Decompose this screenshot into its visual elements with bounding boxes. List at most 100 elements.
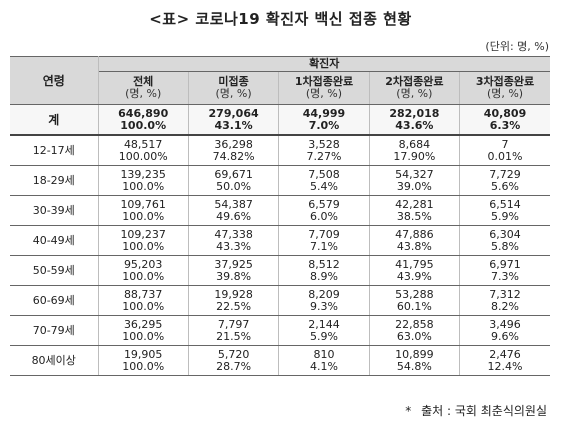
case-percent: 38.5% (396, 209, 432, 223)
case-percent: 60.1% (396, 299, 432, 313)
case-count: 109,761 (120, 197, 166, 211)
unit-note: (단위: 명, %) (485, 40, 549, 53)
case-percent: 43.9% (396, 269, 432, 283)
case-count: 54,387 (214, 197, 253, 211)
case-percent: 43.8% (396, 239, 432, 253)
age-cell: 계 (10, 104, 99, 136)
case-count: 69,671 (214, 167, 253, 181)
case-count: 139,235 (120, 167, 166, 181)
value-cell: 2,476 12.4% (459, 345, 550, 376)
case-count: 7,709 (308, 227, 340, 241)
column-header: 전체 (명, %) (98, 71, 189, 105)
case-count: 2,144 (308, 317, 340, 331)
value-cell: 7,729 5.6% (459, 165, 550, 196)
value-cell: 7,312 8.2% (459, 285, 550, 316)
table-row: 18-29세 139,235 100.0% 69,671 50.0% 7,508 5.4% 5… (10, 165, 550, 196)
case-percent: 54.8% (396, 359, 432, 373)
case-count: 810 (313, 347, 335, 361)
value-cell: 6,514 5.9% (459, 195, 550, 226)
case-count: 2,476 (489, 347, 521, 361)
case-count: 7,508 (308, 167, 340, 181)
value-cell: 19,905 100.0% (97, 345, 189, 376)
column-header: 3차접종완료 (명, %) (459, 71, 550, 105)
table-row: 30-39세 109,761 100.0% 54,387 49.6% 6,579 6.0% 4… (10, 195, 550, 226)
case-percent: 7.0% (308, 118, 340, 132)
vaccination-table: 연령 확진자 전체 (명, %) 미접종 (명, %) 1차접종완료 (명, %) 2차접종… (10, 56, 550, 376)
case-percent: 43.1% (214, 118, 253, 132)
column-header-unit: (명, %) (396, 87, 433, 100)
column-header-label: 3차접종완료 (475, 75, 535, 88)
case-percent: 21.5% (216, 329, 252, 343)
age-cell: 70-79세 (10, 315, 99, 346)
value-cell: 8,512 8.9% (278, 255, 370, 286)
column-header: 1차접종완료 (명, %) (278, 71, 370, 105)
case-percent: 5.9% (310, 329, 338, 343)
case-percent: 7.3% (491, 269, 519, 283)
age-cell: 18-29세 (10, 165, 99, 196)
case-percent: 39.8% (216, 269, 252, 283)
age-header: 연령 (10, 56, 99, 105)
case-count: 54,327 (395, 167, 434, 181)
case-percent: 5.9% (491, 209, 519, 223)
case-count: 7,312 (489, 287, 521, 301)
case-count: 19,905 (123, 347, 163, 361)
confirmed-group-header: 확진자 (97, 56, 550, 72)
case-percent: 28.7% (216, 359, 252, 373)
table-row: 12-17세 48,517 100.00% 36,298 74.82% 3,528 7.27… (10, 134, 550, 166)
age-cell: 50-59세 (10, 255, 99, 286)
case-count: 6,304 (489, 227, 521, 241)
case-count: 6,579 (308, 197, 340, 211)
case-count: 279,064 (208, 106, 259, 120)
case-count: 3,528 (308, 137, 340, 151)
case-percent: 5.6% (491, 179, 519, 193)
case-count: 19,928 (214, 287, 253, 301)
value-cell: 282,018 43.6% (368, 104, 461, 136)
case-count: 282,018 (389, 106, 440, 120)
case-count: 6,514 (489, 197, 521, 211)
value-cell: 5,720 28.7% (187, 345, 280, 376)
case-percent: 100.0% (120, 118, 167, 132)
case-count: 8,684 (398, 137, 431, 151)
case-count: 5,720 (217, 347, 250, 361)
case-count: 48,517 (123, 137, 163, 151)
value-cell: 3,528 7.27% (278, 134, 370, 166)
value-cell: 6,304 5.8% (459, 225, 550, 256)
case-count: 646,890 (118, 106, 169, 120)
value-cell: 6,971 7.3% (459, 255, 550, 286)
value-cell: 8,209 9.3% (278, 285, 370, 316)
table-row: 40-49세 109,237 100.0% 47,338 43.3% 7,709 7.1% 4… (10, 225, 550, 256)
column-header-unit: (명, %) (125, 87, 162, 100)
value-cell: 810 4.1% (278, 345, 370, 376)
case-count: 22,858 (395, 317, 434, 331)
value-cell: 48,517 100.00% (97, 134, 189, 166)
case-percent: 8.9% (310, 269, 338, 283)
source-text: 출처 : 국회 최춘식의원실 (421, 404, 547, 418)
case-percent: 17.90% (393, 149, 436, 163)
value-cell: 7,709 7.1% (278, 225, 370, 256)
value-cell: 54,327 39.0% (368, 165, 461, 196)
case-percent: 74.82% (212, 149, 255, 163)
case-percent: 100.0% (122, 239, 165, 253)
case-count: 95,203 (123, 257, 163, 271)
value-cell: 646,890 100.0% (97, 104, 189, 136)
case-percent: 9.6% (491, 329, 519, 343)
case-percent: 5.8% (491, 239, 519, 253)
age-cell: 12-17세 (10, 134, 99, 166)
case-count: 8,209 (308, 287, 340, 301)
value-cell: 36,298 74.82% (187, 134, 280, 166)
value-cell: 69,671 50.0% (187, 165, 280, 196)
table-title: <표> 코로나19 확진자 백신 접종 현황 (149, 10, 412, 28)
value-cell: 36,295 100.0% (97, 315, 189, 346)
value-cell: 40,809 6.3% (459, 104, 550, 136)
value-cell: 7 0.01% (459, 134, 550, 166)
case-percent: 100.00% (118, 149, 168, 163)
case-count: 36,298 (214, 137, 253, 151)
value-cell: 53,288 60.1% (368, 285, 461, 316)
case-percent: 43.3% (216, 239, 252, 253)
value-cell: 3,496 9.6% (459, 315, 550, 346)
value-cell: 139,235 100.0% (97, 165, 189, 196)
value-cell: 54,387 49.6% (187, 195, 280, 226)
value-cell: 2,144 5.9% (278, 315, 370, 346)
case-percent: 39.0% (396, 179, 432, 193)
case-percent: 12.4% (487, 359, 523, 373)
